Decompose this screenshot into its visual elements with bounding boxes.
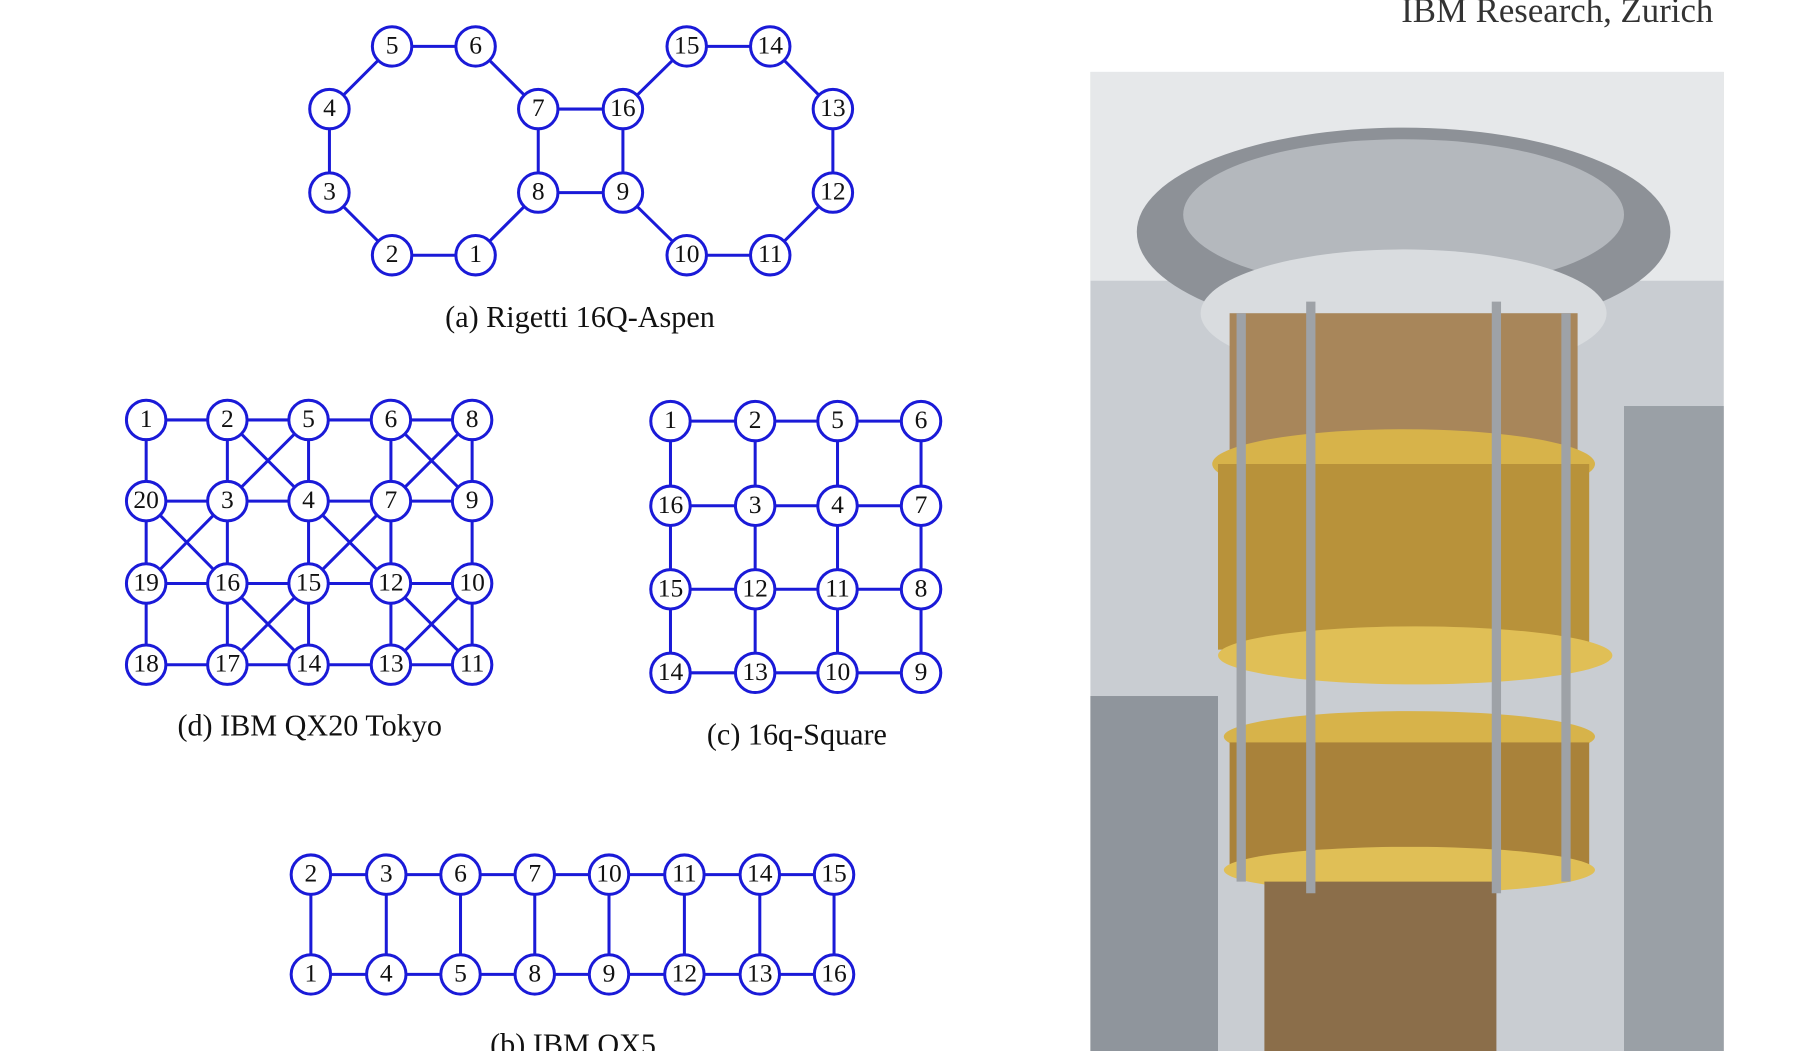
graph-caption: (d) IBM QX20 Tokyo xyxy=(177,708,442,742)
qubit-label: 15 xyxy=(296,568,322,597)
qubit-label: 5 xyxy=(454,958,467,987)
qubit-label: 4 xyxy=(323,93,336,122)
qubit-label: 6 xyxy=(469,30,482,59)
graph-caption: (c) 16q-Square xyxy=(707,718,887,752)
qubit-label: 9 xyxy=(466,485,479,514)
qubit-label: 15 xyxy=(658,573,684,602)
qubit-label: 11 xyxy=(672,859,697,888)
qubit-label: 12 xyxy=(820,177,846,206)
graph-caption: (a) Rigetti 16Q-Aspen xyxy=(445,300,715,334)
qubit-label: 12 xyxy=(378,568,404,597)
qubit-label: 6 xyxy=(385,404,398,433)
qubit-label: 14 xyxy=(757,30,783,59)
graph-caption: (b) IBM QX5 xyxy=(490,1027,656,1051)
qubit-label: 2 xyxy=(749,405,762,434)
qubit-label: 9 xyxy=(915,657,928,686)
qubit-label: 7 xyxy=(532,93,545,122)
qubit-label: 4 xyxy=(831,490,844,519)
qubit-label: 10 xyxy=(825,657,851,686)
qubit-label: 9 xyxy=(603,958,616,987)
qubit-label: 13 xyxy=(747,958,773,987)
page: IBM Research, Zurich 5647161514133891221… xyxy=(0,0,1798,1051)
qubit-label: 2 xyxy=(386,239,399,268)
qubit-label: 8 xyxy=(466,404,479,433)
qubit-label: 13 xyxy=(378,649,404,678)
qubit-label: 3 xyxy=(221,485,234,514)
qubit-label: 8 xyxy=(915,573,928,602)
qubit-label: 12 xyxy=(742,573,768,602)
qubit-label: 7 xyxy=(385,485,398,514)
photo-wiring xyxy=(1264,882,1496,1051)
qubit-label: 18 xyxy=(133,649,159,678)
figure: IBM Research, Zurich 5647161514133891221… xyxy=(0,0,1798,1051)
qubit-label: 10 xyxy=(674,239,700,268)
photo xyxy=(1090,72,1723,1051)
qubit-label: 1 xyxy=(664,405,677,434)
photo-gold-plate xyxy=(1218,626,1612,684)
qubit-label: 13 xyxy=(820,93,846,122)
qubit-label: 3 xyxy=(749,490,762,519)
qubit-label: 7 xyxy=(528,859,541,888)
qubit-label: 6 xyxy=(915,405,928,434)
qubit-label: 14 xyxy=(296,649,322,678)
qubit-label: 16 xyxy=(215,568,241,597)
qubit-label: 17 xyxy=(215,649,241,678)
qubit-label: 15 xyxy=(821,859,847,888)
photo-wall xyxy=(1624,406,1724,1051)
qubit-label: 11 xyxy=(460,649,485,678)
qubit-label: 2 xyxy=(221,404,234,433)
qubit-label: 3 xyxy=(323,177,336,206)
qubit-label: 16 xyxy=(658,490,684,519)
photo-equipment xyxy=(1090,696,1218,1051)
qubit-label: 12 xyxy=(672,958,698,987)
qubit-label: 10 xyxy=(596,859,622,888)
qubit-label: 11 xyxy=(758,239,783,268)
qubit-label: 16 xyxy=(821,958,847,987)
qubit-label: 5 xyxy=(386,30,399,59)
qubit-label: 9 xyxy=(617,177,630,206)
qubit-label: 1 xyxy=(469,239,482,268)
photo-stage xyxy=(1218,464,1589,650)
qubit-label: 16 xyxy=(610,93,636,122)
qubit-label: 8 xyxy=(528,958,541,987)
qubit-label: 3 xyxy=(380,859,393,888)
qubit-label: 1 xyxy=(305,958,318,987)
qubit-label: 1 xyxy=(140,404,153,433)
qubit-label: 14 xyxy=(747,859,773,888)
qubit-label: 8 xyxy=(532,177,545,206)
qubit-label: 14 xyxy=(658,657,684,686)
qubit-label: 15 xyxy=(674,30,700,59)
qubit-label: 11 xyxy=(825,573,850,602)
qubit-label: 10 xyxy=(459,568,485,597)
qubit-label: 20 xyxy=(133,485,159,514)
qubit-label: 5 xyxy=(302,404,315,433)
qubit-label: 19 xyxy=(133,568,159,597)
qubit-label: 2 xyxy=(305,859,318,888)
qubit-label: 4 xyxy=(302,485,315,514)
qubit-label: 5 xyxy=(831,405,844,434)
qubit-label: 6 xyxy=(454,859,467,888)
photo-credit: IBM Research, Zurich xyxy=(1401,0,1713,30)
qubit-label: 4 xyxy=(380,958,393,987)
qubit-label: 13 xyxy=(742,657,768,686)
qubit-label: 7 xyxy=(915,490,928,519)
